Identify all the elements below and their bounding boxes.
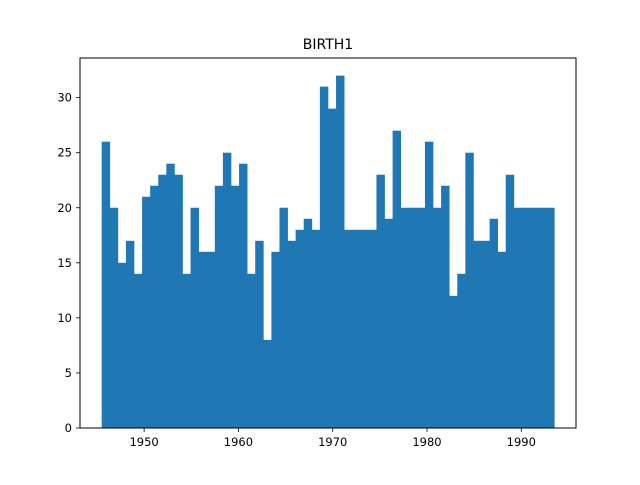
histogram-bar <box>117 262 127 428</box>
x-axis: 1950 1960 1970 1980 1990 <box>129 428 536 449</box>
histogram-bar <box>344 229 353 428</box>
y-tick-label: 25 <box>57 146 72 160</box>
histogram-bar <box>538 207 547 428</box>
histogram-bar <box>214 185 224 428</box>
histogram-bar <box>101 141 111 428</box>
histogram-bar <box>449 295 458 428</box>
histogram-bar <box>263 339 272 428</box>
histogram-bar <box>109 207 119 428</box>
bars-group <box>101 75 555 429</box>
x-tick-label: 1950 <box>129 435 158 449</box>
histogram-bar <box>255 240 264 428</box>
histogram-bar <box>142 196 151 428</box>
histogram-bar <box>465 152 474 428</box>
histogram-bar <box>360 229 369 428</box>
histogram-bar <box>295 229 305 428</box>
histogram-bar <box>311 229 321 428</box>
histogram-bar <box>134 273 143 428</box>
histogram-bar <box>529 207 539 428</box>
histogram-bar <box>166 163 175 428</box>
histogram-bar <box>489 218 499 428</box>
histogram-bar <box>198 251 208 428</box>
histogram-bar <box>392 130 402 428</box>
histogram-bar <box>230 185 240 428</box>
histogram-bar <box>327 108 337 429</box>
histogram-bar <box>336 75 345 429</box>
histogram-bar <box>521 207 531 428</box>
plot-frame <box>79 57 577 429</box>
histogram-bar <box>473 240 482 428</box>
chart-title: BIRTH1 <box>303 37 353 53</box>
histogram-bar <box>287 240 296 428</box>
histogram-bar <box>303 218 313 428</box>
histogram-bar <box>158 174 167 428</box>
y-tick-label: 0 <box>65 421 72 435</box>
histogram-bar <box>424 141 434 428</box>
histogram-bar <box>408 207 418 428</box>
y-axis: 0 5 10 15 20 25 30 <box>57 91 80 435</box>
histogram-bar <box>505 174 515 428</box>
histogram-bar <box>546 207 555 428</box>
histogram-bar <box>433 207 442 428</box>
x-tick-label: 1980 <box>412 435 441 449</box>
histogram-bar <box>239 163 248 428</box>
histogram-bar <box>206 251 216 428</box>
y-tick-label: 10 <box>57 311 72 325</box>
histogram-bar <box>497 251 507 428</box>
histogram-bar <box>190 207 200 428</box>
y-tick-label: 30 <box>57 91 72 105</box>
histogram-bar <box>352 229 361 428</box>
histogram-bar <box>279 207 288 428</box>
x-tick-label: 1970 <box>318 435 347 449</box>
y-tick-label: 5 <box>65 366 72 380</box>
histogram-bar <box>441 185 450 428</box>
y-tick-label: 15 <box>57 256 72 270</box>
histogram-bar <box>222 152 232 428</box>
histogram-bar <box>376 174 385 428</box>
histogram-bar <box>368 229 377 428</box>
histogram-bar <box>182 273 191 428</box>
y-tick-label: 20 <box>57 201 72 215</box>
histogram-bar <box>174 174 183 428</box>
histogram-bar <box>384 218 393 428</box>
histogram-bar <box>150 185 159 428</box>
histogram-bar <box>125 240 135 428</box>
x-tick-label: 1960 <box>224 435 253 449</box>
x-tick-label: 1990 <box>507 435 536 449</box>
histogram-bar <box>513 207 523 428</box>
histogram-bar <box>457 273 466 428</box>
histogram-bar <box>319 86 329 428</box>
histogram-bar <box>271 251 280 428</box>
histogram-bar <box>247 273 256 428</box>
histogram-bar <box>400 207 410 428</box>
histogram-bar <box>481 240 490 428</box>
histogram-bar <box>416 207 426 428</box>
